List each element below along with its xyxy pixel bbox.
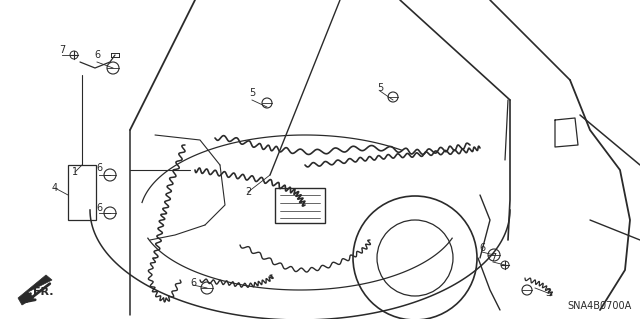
- Text: 6: 6: [96, 163, 102, 173]
- Text: FR.: FR.: [33, 287, 53, 297]
- FancyBboxPatch shape: [275, 188, 325, 223]
- Polygon shape: [18, 275, 52, 305]
- Text: 6: 6: [190, 278, 196, 288]
- Text: SNA4B0700A: SNA4B0700A: [568, 301, 632, 311]
- FancyBboxPatch shape: [68, 165, 96, 220]
- Text: 3: 3: [545, 288, 551, 298]
- Text: 6: 6: [94, 50, 100, 60]
- Text: 4: 4: [52, 183, 58, 193]
- Text: 6: 6: [479, 243, 485, 253]
- Text: 6: 6: [96, 203, 102, 213]
- Text: 5: 5: [377, 83, 383, 93]
- Text: 1: 1: [72, 167, 78, 177]
- Text: 7: 7: [490, 253, 496, 263]
- Text: 5: 5: [249, 88, 255, 98]
- Text: 7: 7: [59, 45, 65, 55]
- Text: 2: 2: [245, 187, 251, 197]
